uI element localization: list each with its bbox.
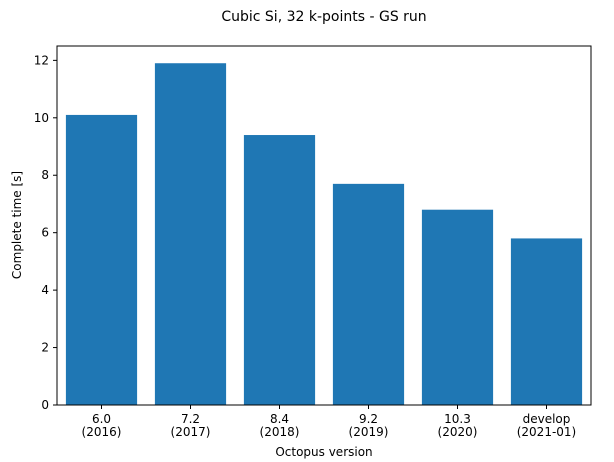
x-tick-label-0-0: 6.0 (92, 412, 111, 426)
x-tick-label-1-0: 7.2 (181, 412, 200, 426)
y-tick-label-4: 8 (41, 168, 49, 182)
y-tick-label-2: 4 (41, 283, 49, 297)
x-tick-label-1-1: (2017) (171, 425, 211, 439)
axes-group: 6.0(2016) 7.2(2017) 8.4(2018) 9.2(2019) 10.3… (34, 45, 592, 439)
y-tick-label-1: 2 (41, 341, 49, 355)
x-tick-label-0-1: (2016) (82, 425, 122, 439)
x-tick-label-2-0: 8.4 (270, 412, 289, 426)
y-tick-label-3: 6 (41, 226, 49, 240)
plot-frame (56, 45, 592, 406)
bar-0 (65, 114, 138, 405)
y-tick-label-5: 10 (34, 111, 49, 125)
x-tick-label-5-0: develop (523, 412, 571, 426)
x-tick-label-2-1: (2018) (260, 425, 300, 439)
x-tick-label-4-1: (2020) (438, 425, 478, 439)
bar-2 (243, 135, 316, 406)
chart-title: Cubic Si, 32 k-points - GS run (221, 9, 427, 25)
bars-group (65, 63, 583, 406)
bar-4 (421, 209, 494, 405)
x-axis-label: Octopus version (275, 445, 372, 459)
x-tick-label-3-0: 9.2 (359, 412, 378, 426)
x-tick-label-4-0: 10.3 (444, 412, 471, 426)
y-tick-label-6: 12 (34, 53, 49, 67)
bar-5 (510, 238, 583, 405)
x-tick-label-5-1: (2021-01) (517, 425, 577, 439)
y-axis-label: Complete time [s] (10, 171, 24, 279)
bar-3 (332, 183, 405, 405)
x-tick-label-3-1: (2019) (349, 425, 389, 439)
bar-1 (154, 63, 227, 406)
y-tick-label-0: 0 (41, 398, 49, 412)
